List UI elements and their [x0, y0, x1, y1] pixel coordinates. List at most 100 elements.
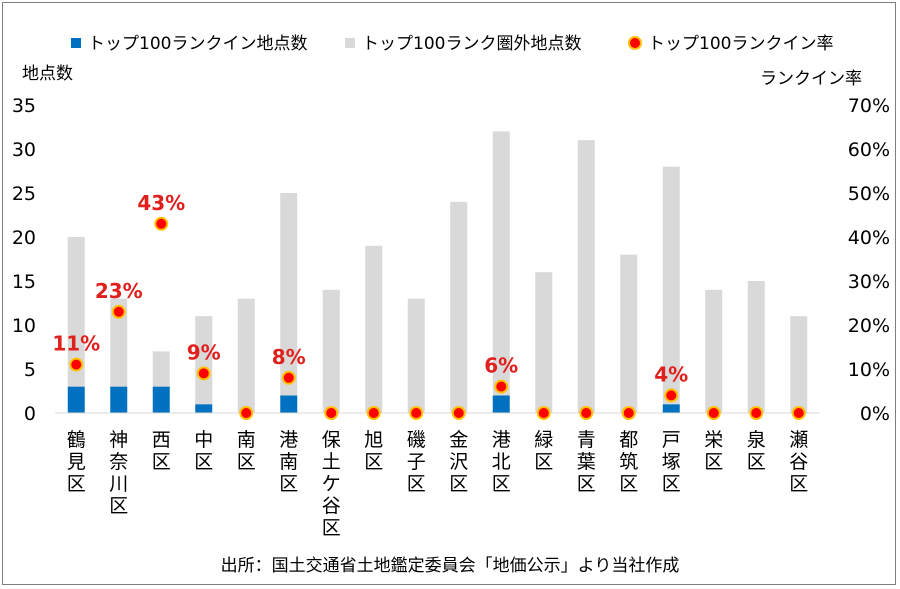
bar-ranked	[152, 386, 170, 413]
x-tick-label-char: ケ	[322, 473, 341, 495]
x-axis-labels: 鶴見区神奈川区西区中区南区港南区保土ケ谷区旭区磯子区金沢区港北区緑区青葉区都筑区…	[67, 429, 809, 539]
x-tick-label-char: 区	[789, 473, 808, 495]
rate-data-label: 4%	[654, 362, 688, 386]
y2-tick-label: 30%	[848, 271, 890, 293]
y2-tick-label: 20%	[848, 315, 890, 337]
x-tick-label-char: 金	[449, 429, 468, 451]
x-tick-label-char: 区	[747, 451, 766, 473]
y-tick-label: 30	[12, 139, 36, 161]
bar-unranked	[280, 193, 298, 396]
rate-marker	[409, 406, 424, 420]
bar-unranked	[705, 289, 723, 413]
y-tick-label: 15	[12, 271, 36, 293]
y-tick-label: 20	[12, 227, 36, 249]
y-tick-label: 0	[24, 403, 36, 425]
rate-data-label: 11%	[52, 332, 100, 356]
x-tick-label-char: 区	[279, 473, 298, 495]
x-tick-label-char: 青	[577, 429, 596, 451]
rate-marker	[366, 406, 381, 420]
x-tick-label-char: 区	[237, 451, 256, 473]
y2-tick-label: 40%	[848, 227, 890, 249]
rate-marker	[196, 366, 211, 381]
y-tick-label: 5	[24, 359, 36, 381]
x-tick-label-char: 子	[407, 451, 426, 473]
rate-marker	[451, 406, 466, 420]
y2-tick-label: 0%	[860, 403, 890, 425]
x-tick-label-char: 区	[662, 473, 681, 495]
bar-unranked	[67, 237, 85, 387]
bar-unranked	[450, 201, 468, 413]
rate-marker	[536, 406, 551, 420]
bar-unranked	[535, 272, 553, 413]
legend-marker-rate	[628, 36, 642, 50]
y-tick-label: 25	[12, 183, 36, 205]
x-tick-label-char: 区	[619, 473, 638, 495]
bar-ranked	[492, 395, 510, 413]
x-tick-label-char: 区	[577, 473, 596, 495]
y-axis-ticks: 0 5 10 15 20 25 30 35	[12, 95, 36, 425]
legend-label-ranked: トップ100ランクイン地点数	[88, 34, 307, 54]
x-tick-label-char: 川	[109, 473, 128, 495]
x-tick-label-char: 区	[109, 495, 128, 517]
x-tick-label-char: 南	[279, 451, 298, 473]
x-tick-label-char: 塚	[662, 451, 681, 473]
x-tick-label-char: 沢	[449, 451, 468, 473]
legend-label-unranked: トップ100ランク圏外地点数	[362, 34, 581, 54]
bar-unranked	[492, 131, 510, 396]
bar-unranked	[790, 316, 808, 413]
x-tick-label-char: 栄	[704, 429, 723, 451]
x-tick-label-char: 谷	[789, 451, 808, 473]
bar-unranked	[322, 289, 340, 413]
x-tick-label-char: 区	[492, 473, 511, 495]
rate-marker	[324, 406, 339, 420]
x-tick-label-char: 保	[322, 429, 341, 451]
x-tick-label-char: 奈	[109, 451, 128, 473]
x-tick-label-char: 中	[194, 429, 213, 451]
bar-unranked	[747, 281, 765, 413]
rate-marker	[791, 406, 806, 420]
bar-unranked	[152, 351, 170, 387]
bars	[67, 131, 808, 413]
x-tick-label-char: 区	[194, 451, 213, 473]
rate-marker	[239, 406, 254, 420]
x-tick-label-char: 戸	[662, 429, 681, 451]
x-tick-label-char: 神	[109, 429, 128, 451]
y-axis-title: 地点数	[22, 64, 73, 84]
x-tick-label-char: 筑	[619, 451, 638, 473]
rate-labels: 11% 23% 43% 9% 8% 6% 4%	[52, 191, 688, 387]
rate-marker	[664, 388, 679, 403]
bar-ranked	[280, 395, 298, 413]
rate-data-label: 9%	[187, 340, 221, 364]
legend-swatch-unranked	[345, 38, 355, 48]
x-tick-label-char: 区	[322, 517, 341, 539]
rate-marker	[706, 406, 721, 420]
legend-label-rate: トップ100ランクイン率	[648, 34, 833, 54]
bar-ranked	[195, 404, 213, 413]
rate-marker	[579, 406, 594, 420]
x-tick-label-char: 西	[152, 429, 171, 451]
x-tick-label-char: 鶴	[67, 429, 86, 451]
y-tick-label: 35	[12, 95, 36, 117]
legend: トップ100ランクイン地点数 トップ100ランク圏外地点数 トップ100ランクイ…	[71, 34, 833, 54]
rate-data-label: 8%	[272, 345, 306, 369]
bar-unranked	[365, 245, 383, 413]
y2-tick-label: 50%	[848, 183, 890, 205]
rate-data-label: 23%	[95, 279, 143, 303]
rate-markers	[69, 216, 806, 420]
bar-unranked	[620, 254, 638, 413]
x-tick-label-char: 区	[534, 451, 553, 473]
x-tick-label-char: 都	[619, 429, 638, 451]
x-tick-label-char: 区	[67, 473, 86, 495]
bar-unranked	[195, 316, 213, 405]
rate-marker	[154, 216, 169, 231]
source-note: 出所：国土交通省土地鑑定委員会「地価公示」より当社作成	[221, 556, 680, 576]
x-tick-label-char: 見	[67, 451, 86, 473]
x-tick-label-char: 瀬	[789, 429, 808, 451]
rate-marker	[494, 379, 509, 394]
bar-ranked	[662, 404, 680, 413]
bar-unranked	[237, 298, 255, 413]
x-tick-label-char: 区	[704, 451, 723, 473]
x-tick-label-char: 港	[279, 429, 298, 451]
